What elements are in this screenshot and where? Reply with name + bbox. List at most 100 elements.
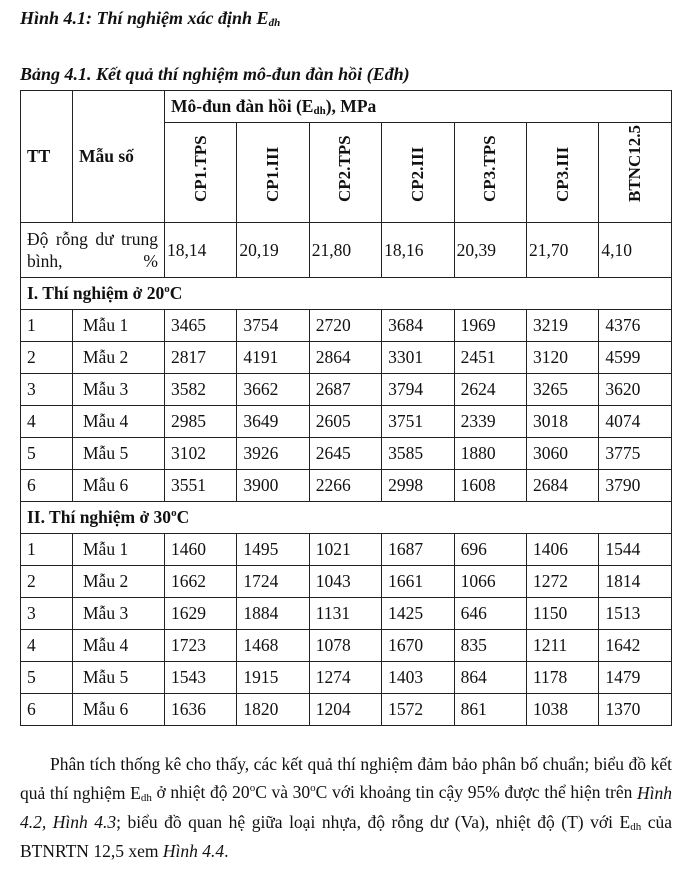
- cell-value: 3620: [598, 373, 672, 406]
- table-row: 6 Mẫu 6 3551 3900 2266 2998 1608 2684 3790: [20, 469, 672, 502]
- cell-value: 1544: [598, 533, 672, 566]
- table-caption: Bảng 4.1. Kết quả thí nghiệm mô-đun đàn …: [20, 64, 410, 84]
- group-sub: dh: [313, 105, 326, 117]
- cell-value: 1403: [381, 661, 455, 694]
- void-value: 4,10: [598, 222, 672, 278]
- cell-value: 1687: [381, 533, 455, 566]
- row-sample: Mẫu 2: [72, 565, 165, 598]
- para-ref-1: Hình 4.2, Hình 4.3: [20, 782, 672, 832]
- cell-value: 1661: [381, 565, 455, 598]
- void-value: 20,19: [236, 222, 310, 278]
- table-row: 3 Mẫu 3 1629 1884 1131 1425 646 1150 1513: [20, 597, 672, 630]
- figure-caption-text: Hình 4.1: Thí nghiệm xác định E: [20, 8, 269, 28]
- column-header-label: BTNC12.5: [625, 125, 645, 202]
- table-row: 2 Mẫu 2 2817 4191 2864 3301 2451 3120 4599: [20, 341, 672, 374]
- row-sample: Mẫu 1: [72, 533, 165, 566]
- header-group: Mô-đun đàn hồi (Edh), MPa: [164, 90, 672, 123]
- row-tt: 6: [20, 469, 73, 502]
- cell-value: 2605: [308, 405, 383, 438]
- cell-value: 2451: [453, 341, 527, 374]
- cell-value: 3582: [163, 373, 238, 406]
- group-suffix: ), MPa: [325, 96, 377, 116]
- cell-value: 1425: [381, 597, 455, 630]
- row-tt: 4: [20, 629, 73, 662]
- cell-value: 861: [453, 693, 527, 726]
- cell-value: 1479: [598, 661, 672, 694]
- cell-value: 4191: [236, 341, 310, 374]
- cell-value: 2817: [163, 341, 238, 374]
- void-value: 21,70: [525, 222, 600, 278]
- cell-value: 696: [453, 533, 527, 566]
- cell-value: 646: [453, 597, 527, 630]
- cell-value: 1820: [236, 693, 310, 726]
- cell-value: 2985: [163, 405, 238, 438]
- row-sample: Mẫu 2: [72, 341, 165, 374]
- para-text-1: Phân tích thống kê cho thấy, các kết quả…: [20, 754, 672, 803]
- cell-value: 1021: [308, 533, 383, 566]
- table-row: 2 Mẫu 2 1662 1724 1043 1661 1066 1272 1814: [20, 565, 672, 598]
- figure-caption-sub: đh: [268, 17, 281, 29]
- header-sample: Mẫu số: [72, 90, 165, 223]
- cell-value: 1543: [163, 661, 238, 694]
- group-prefix: Mô-đun đàn hồi (E: [171, 96, 314, 116]
- table-row: 5 Mẫu 5 1543 1915 1274 1403 864 1178 1479: [20, 661, 672, 694]
- cell-value: 3265: [525, 373, 600, 406]
- column-header-label: CP3.III: [552, 146, 572, 202]
- cell-value: 1629: [163, 597, 238, 630]
- cell-value: 1131: [308, 597, 383, 630]
- cell-value: 1513: [598, 597, 672, 630]
- cell-value: 2266: [308, 469, 383, 502]
- cell-value: 3662: [236, 373, 310, 406]
- row-sample: Mẫu 1: [72, 309, 165, 342]
- cell-value: 2684: [525, 469, 600, 502]
- row-sample: Mẫu 4: [72, 405, 165, 438]
- cell-value: 3751: [381, 405, 455, 438]
- cell-value: 1572: [381, 693, 455, 726]
- cell-value: 1272: [525, 565, 600, 598]
- cell-value: 3900: [236, 469, 310, 502]
- cell-value: 1211: [525, 629, 600, 662]
- cell-value: 2864: [308, 341, 383, 374]
- cell-value: 3775: [598, 437, 672, 470]
- cell-value: 1038: [525, 693, 600, 726]
- column-header: CP1.III: [236, 122, 310, 223]
- column-header: CP2.TPS: [308, 122, 383, 223]
- column-header-label: CP3.TPS: [480, 135, 500, 202]
- row-tt: 5: [20, 661, 73, 694]
- row-sample: Mẫu 3: [72, 597, 165, 630]
- column-header-label: CP2.III: [407, 146, 427, 202]
- column-header: CP1.TPS: [163, 122, 238, 223]
- table-row: 4 Mẫu 4 2985 3649 2605 3751 2339 3018 4074: [20, 405, 672, 438]
- cell-value: 1724: [236, 565, 310, 598]
- cell-value: 1884: [236, 597, 310, 630]
- cell-value: 1495: [236, 533, 310, 566]
- cell-value: 3926: [236, 437, 310, 470]
- cell-value: 3684: [381, 309, 455, 342]
- cell-value: 3790: [598, 469, 672, 502]
- cell-value: 4376: [598, 309, 672, 342]
- row-tt: 2: [20, 565, 73, 598]
- cell-value: 1370: [598, 693, 672, 726]
- column-header-label: CP2.TPS: [335, 135, 355, 202]
- cell-value: 1880: [453, 437, 527, 470]
- row-sample: Mẫu 5: [72, 661, 165, 694]
- cell-value: 2998: [381, 469, 455, 502]
- row-sample: Mẫu 4: [72, 629, 165, 662]
- para-text-3: ; biểu đồ quan hệ giữa loại nhựa, độ rỗn…: [116, 811, 631, 832]
- cell-value: 1274: [308, 661, 383, 694]
- row-tt: 2: [20, 341, 73, 374]
- cell-value: 3649: [236, 405, 310, 438]
- body-paragraph: Phân tích thống kê cho thấy, các kết quả…: [20, 752, 672, 864]
- cell-value: 2687: [308, 373, 383, 406]
- results-table: TT Mẫu số Mô-đun đàn hồi (Edh), MPa CP1.…: [20, 90, 672, 726]
- row-tt: 4: [20, 405, 73, 438]
- cell-value: 1814: [598, 565, 672, 598]
- para-sub-1: dh: [140, 791, 152, 804]
- table-row: 1 Mẫu 1 1460 1495 1021 1687 696 1406 1544: [20, 533, 672, 566]
- cell-value: 3754: [236, 309, 310, 342]
- header-tt: TT: [20, 90, 73, 223]
- para-text-4: của BTNRTN 12,5 xem: [20, 811, 672, 862]
- row-sample: Mẫu 3: [72, 373, 165, 406]
- void-value: 20,39: [453, 222, 527, 278]
- cell-value: 3102: [163, 437, 238, 470]
